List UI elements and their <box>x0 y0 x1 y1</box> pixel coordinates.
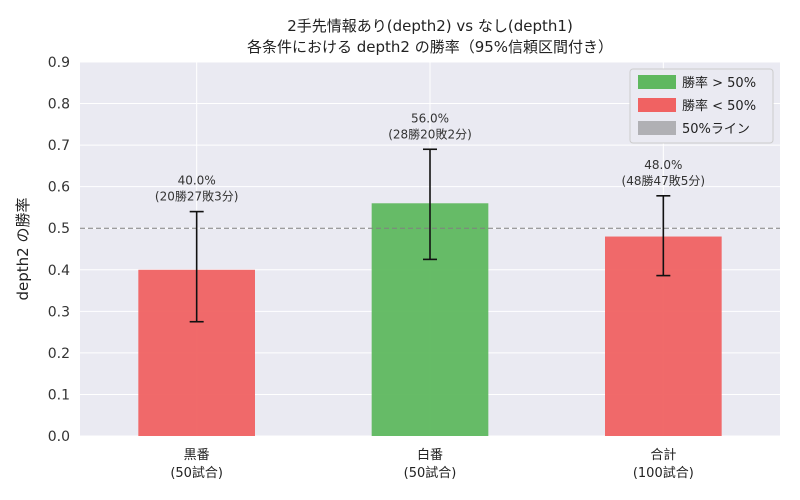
legend-label-below: 勝率 < 50% <box>682 98 756 114</box>
y-axis-ticks: 0.0 0.1 0.2 0.3 0.4 0.5 0.6 0.7 0.8 0.9 <box>48 55 70 445</box>
y-tick-label: 0.7 <box>48 138 70 154</box>
chart-title: 2手先情報あり(depth2) vs なし(depth1) <box>287 17 573 35</box>
x-tick-sublabel: (50試合) <box>404 465 457 481</box>
y-tick-label: 0.1 <box>48 387 70 403</box>
y-tick-label: 0.0 <box>48 429 70 445</box>
x-tick-sublabel: (100試合) <box>633 465 694 481</box>
y-tick-label: 0.3 <box>48 304 70 320</box>
data-label-percent: 56.0% <box>411 111 449 125</box>
chart-subtitle: 各条件における depth2 の勝率（95%信頼区間付き） <box>247 38 613 56</box>
x-tick-label: 黒番 <box>184 448 210 463</box>
legend-swatch-below <box>638 98 676 112</box>
error-bars <box>189 148 671 323</box>
y-tick-label: 0.2 <box>48 346 70 362</box>
y-tick-label: 0.4 <box>48 263 70 279</box>
legend-label-above: 勝率 > 50% <box>682 75 756 91</box>
data-label-percent: 48.0% <box>644 158 682 172</box>
y-tick-label: 0.9 <box>48 55 70 71</box>
data-label-record: (20勝27敗3分) <box>155 189 239 204</box>
y-tick-label: 0.6 <box>48 180 70 196</box>
legend-swatch-50-line <box>638 121 676 135</box>
data-label-percent: 40.0% <box>178 174 216 188</box>
data-labels: 40.0%(20勝27敗3分) 56.0%(28勝20敗2分) 48.0%(48勝4… <box>155 111 705 203</box>
x-tick-label: 合計 <box>650 447 676 463</box>
x-tick-label: 白番 <box>417 447 443 463</box>
y-tick-label: 0.8 <box>48 97 70 113</box>
x-axis-labels: 黒番 (50試合) 白番 (50試合) 合計 (100試合) <box>170 447 693 481</box>
legend-label-50-line: 50%ライン <box>682 122 750 137</box>
data-label-record: (48勝47敗5分) <box>622 173 706 188</box>
y-axis-label: depth2 の勝率 <box>14 198 32 301</box>
x-tick-sublabel: (50試合) <box>170 465 223 481</box>
legend-swatch-above <box>638 75 676 89</box>
legend: 勝率 > 50% 勝率 < 50% 50%ライン <box>629 68 774 144</box>
data-label-record: (28勝20敗2分) <box>388 126 472 141</box>
y-tick-label: 0.5 <box>48 221 70 237</box>
